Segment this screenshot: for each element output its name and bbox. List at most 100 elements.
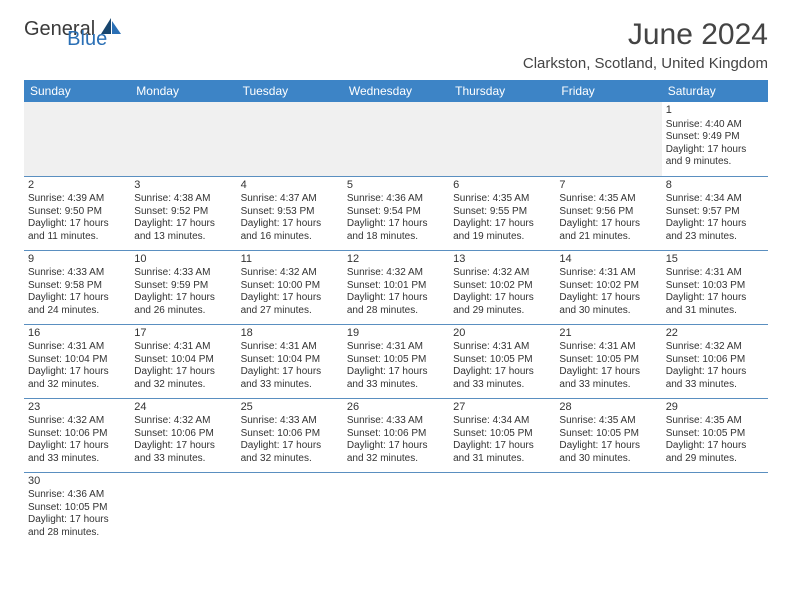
daylight-text-2: and 33 minutes. xyxy=(559,379,657,392)
daylight-text-1: Daylight: 17 hours xyxy=(347,292,445,305)
sunrise-text: Sunrise: 4:33 AM xyxy=(28,267,126,280)
sunset-text: Sunset: 10:06 PM xyxy=(241,428,339,441)
day-cell: 15Sunrise: 4:31 AMSunset: 10:03 PMDaylig… xyxy=(662,250,768,324)
day-cell: 16Sunrise: 4:31 AMSunset: 10:04 PMDaylig… xyxy=(24,324,130,398)
sunset-text: Sunset: 9:56 PM xyxy=(559,206,657,219)
day-number: 18 xyxy=(241,327,339,341)
sunset-text: Sunset: 10:04 PM xyxy=(241,354,339,367)
day-number: 14 xyxy=(559,253,657,267)
sunrise-text: Sunrise: 4:33 AM xyxy=(134,267,232,280)
daylight-text-2: and 33 minutes. xyxy=(347,379,445,392)
sunrise-text: Sunrise: 4:31 AM xyxy=(559,341,657,354)
daylight-text-1: Daylight: 17 hours xyxy=(666,292,764,305)
header-row: General Blue June 2024 Clarkston, Scotla… xyxy=(24,18,768,72)
month-title: June 2024 xyxy=(523,18,768,52)
sunset-text: Sunset: 10:06 PM xyxy=(28,428,126,441)
title-block: June 2024 Clarkston, Scotland, United Ki… xyxy=(523,18,768,72)
day-cell: 12Sunrise: 4:32 AMSunset: 10:01 PMDaylig… xyxy=(343,250,449,324)
col-friday: Friday xyxy=(555,80,661,102)
day-number: 23 xyxy=(28,401,126,415)
sunrise-text: Sunrise: 4:33 AM xyxy=(241,415,339,428)
daylight-text-1: Daylight: 17 hours xyxy=(28,366,126,379)
day-number: 5 xyxy=(347,179,445,193)
daylight-text-2: and 16 minutes. xyxy=(241,231,339,244)
sunset-text: Sunset: 9:53 PM xyxy=(241,206,339,219)
sunset-text: Sunset: 9:50 PM xyxy=(28,206,126,219)
empty-cell xyxy=(130,472,236,546)
sunrise-text: Sunrise: 4:31 AM xyxy=(134,341,232,354)
daylight-text-2: and 28 minutes. xyxy=(28,527,126,540)
day-cell: 20Sunrise: 4:31 AMSunset: 10:05 PMDaylig… xyxy=(449,324,555,398)
day-cell: 13Sunrise: 4:32 AMSunset: 10:02 PMDaylig… xyxy=(449,250,555,324)
daylight-text-2: and 29 minutes. xyxy=(666,453,764,466)
empty-cell xyxy=(662,472,768,546)
sunrise-text: Sunrise: 4:32 AM xyxy=(134,415,232,428)
day-cell: 28Sunrise: 4:35 AMSunset: 10:05 PMDaylig… xyxy=(555,398,661,472)
daylight-text-2: and 30 minutes. xyxy=(559,305,657,318)
sunrise-text: Sunrise: 4:37 AM xyxy=(241,193,339,206)
daylight-text-2: and 21 minutes. xyxy=(559,231,657,244)
daylight-text-1: Daylight: 17 hours xyxy=(241,292,339,305)
sunrise-text: Sunrise: 4:32 AM xyxy=(453,267,551,280)
day-number: 16 xyxy=(28,327,126,341)
sunrise-text: Sunrise: 4:39 AM xyxy=(28,193,126,206)
daylight-text-1: Daylight: 17 hours xyxy=(134,366,232,379)
empty-cell xyxy=(130,102,236,176)
day-number: 12 xyxy=(347,253,445,267)
calendar-week: 16Sunrise: 4:31 AMSunset: 10:04 PMDaylig… xyxy=(24,324,768,398)
daylight-text-2: and 33 minutes. xyxy=(241,379,339,392)
daylight-text-1: Daylight: 17 hours xyxy=(28,440,126,453)
daylight-text-1: Daylight: 17 hours xyxy=(28,292,126,305)
daylight-text-2: and 23 minutes. xyxy=(666,231,764,244)
sunrise-text: Sunrise: 4:34 AM xyxy=(453,415,551,428)
empty-cell xyxy=(555,102,661,176)
sunrise-text: Sunrise: 4:31 AM xyxy=(559,267,657,280)
day-cell: 26Sunrise: 4:33 AMSunset: 10:06 PMDaylig… xyxy=(343,398,449,472)
daylight-text-1: Daylight: 17 hours xyxy=(28,218,126,231)
sunrise-text: Sunrise: 4:31 AM xyxy=(666,267,764,280)
calendar-week: 30Sunrise: 4:36 AMSunset: 10:05 PMDaylig… xyxy=(24,472,768,546)
day-number: 10 xyxy=(134,253,232,267)
daylight-text-2: and 9 minutes. xyxy=(666,156,764,169)
daylight-text-1: Daylight: 17 hours xyxy=(347,366,445,379)
sunrise-text: Sunrise: 4:35 AM xyxy=(559,193,657,206)
daylight-text-1: Daylight: 17 hours xyxy=(666,144,764,157)
daylight-text-1: Daylight: 17 hours xyxy=(241,218,339,231)
daylight-text-2: and 18 minutes. xyxy=(347,231,445,244)
col-saturday: Saturday xyxy=(662,80,768,102)
location-subtitle: Clarkston, Scotland, United Kingdom xyxy=(523,55,768,72)
daylight-text-2: and 33 minutes. xyxy=(28,453,126,466)
empty-cell xyxy=(237,102,343,176)
day-number: 26 xyxy=(347,401,445,415)
day-cell: 2Sunrise: 4:39 AMSunset: 9:50 PMDaylight… xyxy=(24,176,130,250)
sunrise-text: Sunrise: 4:38 AM xyxy=(134,193,232,206)
day-number: 8 xyxy=(666,179,764,193)
day-number: 29 xyxy=(666,401,764,415)
sunset-text: Sunset: 10:02 PM xyxy=(453,280,551,293)
daylight-text-1: Daylight: 17 hours xyxy=(241,366,339,379)
daylight-text-2: and 29 minutes. xyxy=(453,305,551,318)
daylight-text-2: and 32 minutes. xyxy=(241,453,339,466)
day-number: 3 xyxy=(134,179,232,193)
sunrise-text: Sunrise: 4:32 AM xyxy=(241,267,339,280)
daylight-text-1: Daylight: 17 hours xyxy=(666,440,764,453)
daylight-text-1: Daylight: 17 hours xyxy=(453,366,551,379)
daylight-text-1: Daylight: 17 hours xyxy=(134,440,232,453)
daylight-text-1: Daylight: 17 hours xyxy=(453,292,551,305)
day-cell: 11Sunrise: 4:32 AMSunset: 10:00 PMDaylig… xyxy=(237,250,343,324)
sunset-text: Sunset: 9:55 PM xyxy=(453,206,551,219)
daylight-text-2: and 13 minutes. xyxy=(134,231,232,244)
daylight-text-2: and 32 minutes. xyxy=(347,453,445,466)
day-number: 2 xyxy=(28,179,126,193)
sunset-text: Sunset: 9:49 PM xyxy=(666,131,764,144)
sunrise-text: Sunrise: 4:34 AM xyxy=(666,193,764,206)
sunrise-text: Sunrise: 4:36 AM xyxy=(28,489,126,502)
sunrise-text: Sunrise: 4:31 AM xyxy=(347,341,445,354)
day-cell: 19Sunrise: 4:31 AMSunset: 10:05 PMDaylig… xyxy=(343,324,449,398)
logo-text-sub: Blue xyxy=(67,28,107,50)
sunset-text: Sunset: 10:04 PM xyxy=(28,354,126,367)
calendar-week: 23Sunrise: 4:32 AMSunset: 10:06 PMDaylig… xyxy=(24,398,768,472)
col-thursday: Thursday xyxy=(449,80,555,102)
day-cell: 23Sunrise: 4:32 AMSunset: 10:06 PMDaylig… xyxy=(24,398,130,472)
sunset-text: Sunset: 9:54 PM xyxy=(347,206,445,219)
